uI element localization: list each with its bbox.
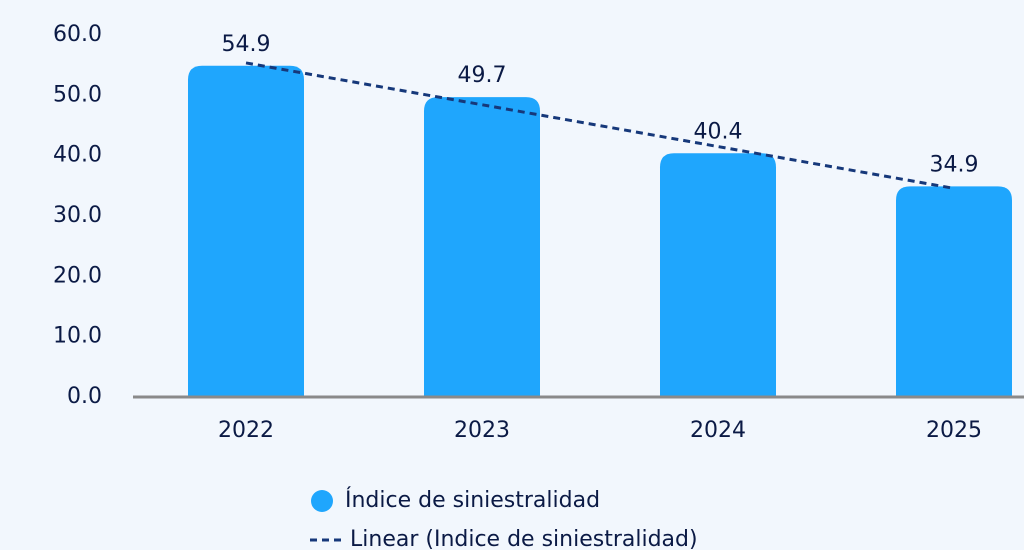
data-label: 49.7 bbox=[458, 63, 507, 88]
y-tick-label: 20.0 bbox=[53, 263, 102, 288]
bar bbox=[896, 186, 1012, 397]
legend-label: Índice de siniestralidad bbox=[345, 487, 600, 513]
x-tick-label: 2024 bbox=[690, 418, 746, 443]
data-label: 34.9 bbox=[930, 152, 979, 177]
y-tick-label: 10.0 bbox=[53, 324, 102, 349]
y-tick-label: 0.0 bbox=[67, 384, 102, 409]
y-tick-label: 40.0 bbox=[53, 143, 102, 168]
y-tick-label: 30.0 bbox=[53, 203, 102, 228]
data-label: 54.9 bbox=[222, 32, 271, 57]
legend-marker bbox=[311, 490, 333, 512]
y-tick-label: 50.0 bbox=[53, 82, 102, 107]
bar bbox=[660, 153, 776, 397]
x-tick-label: 2025 bbox=[926, 418, 982, 443]
x-tick-label: 2022 bbox=[218, 418, 274, 443]
x-tick-label: 2023 bbox=[454, 418, 510, 443]
legend-label: Linear (Indice de siniestralidad) bbox=[350, 527, 698, 550]
y-tick-label: 60.0 bbox=[53, 22, 102, 47]
bar bbox=[424, 97, 540, 397]
data-label: 40.4 bbox=[694, 119, 743, 144]
bar bbox=[188, 65, 304, 398]
